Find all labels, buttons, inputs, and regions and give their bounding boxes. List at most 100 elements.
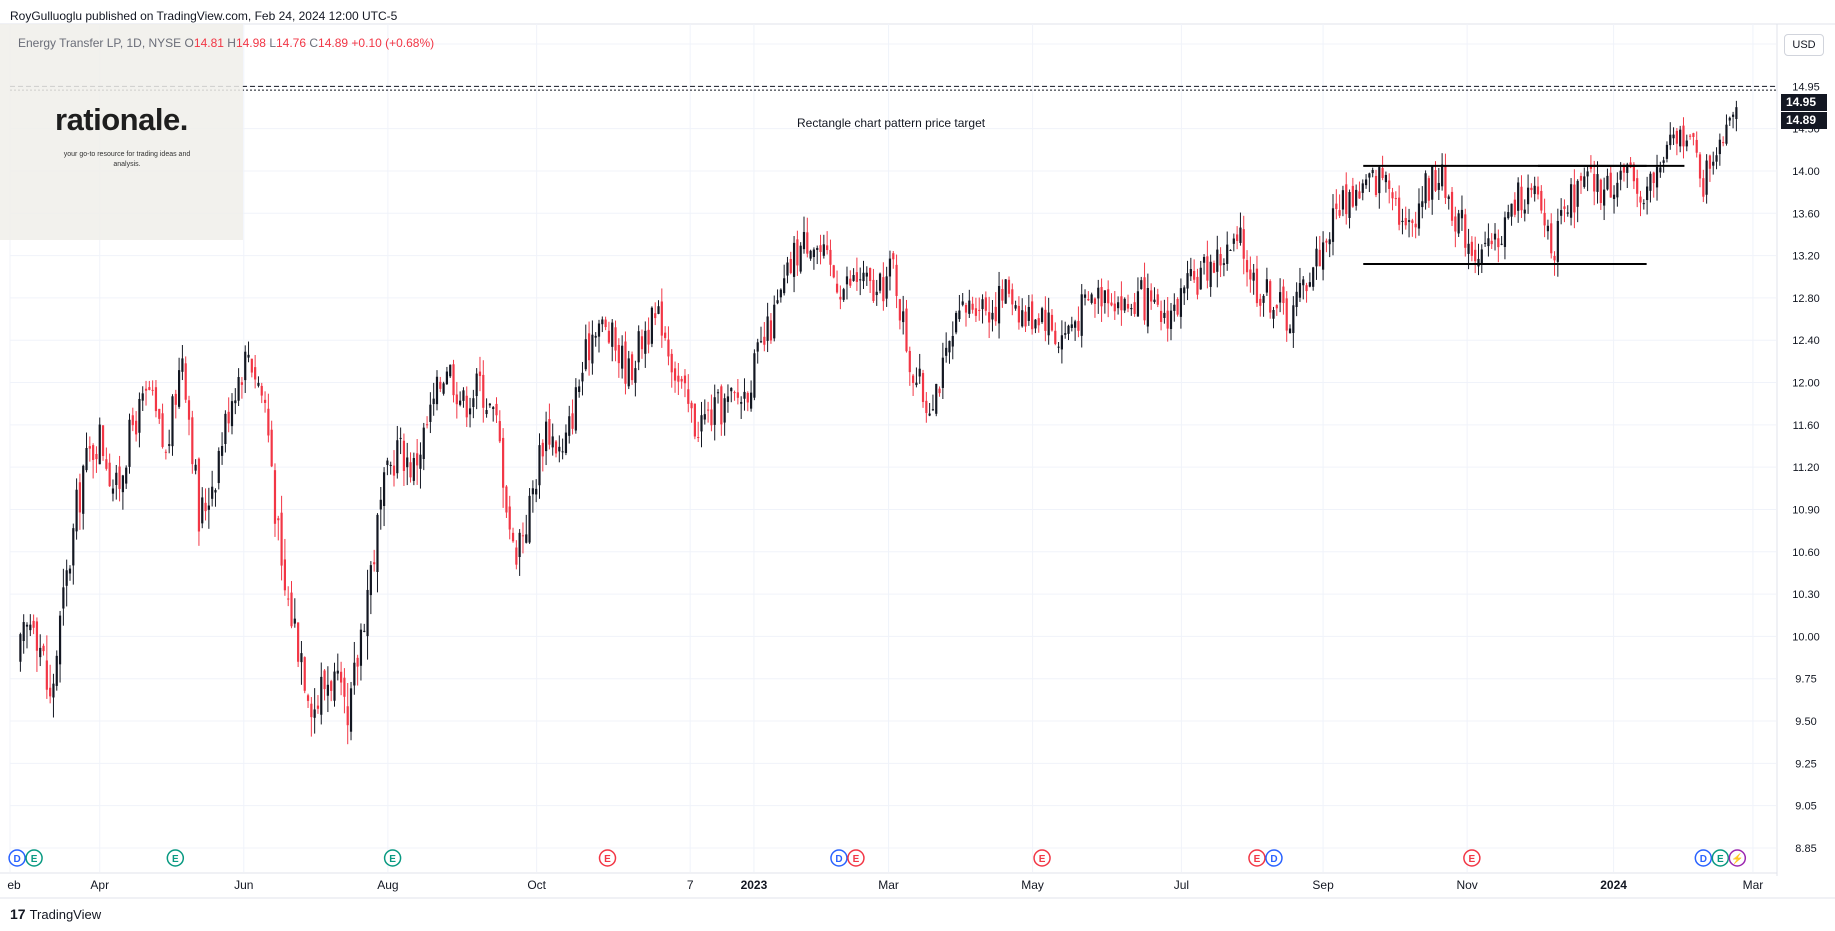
candle-body — [92, 445, 95, 460]
y-tick-label: 10.00 — [1792, 631, 1820, 643]
candle-body — [240, 382, 244, 385]
candle-body — [52, 683, 55, 698]
candle-body — [1437, 182, 1440, 190]
price-axis[interactable]: 15.5014.9514.5014.0013.6013.2012.8012.40… — [1792, 39, 1820, 855]
candle-body — [353, 662, 356, 686]
candle-body — [677, 375, 680, 382]
candle-body — [207, 505, 210, 510]
candle-body — [1315, 248, 1318, 267]
candle-body — [1457, 213, 1460, 234]
y-tick-label: 12.80 — [1792, 293, 1820, 305]
y-tick-label: 14.00 — [1792, 166, 1820, 178]
candle-body — [1226, 244, 1229, 264]
candle-body — [1308, 282, 1311, 287]
candle-body — [111, 488, 115, 494]
candle-body — [1374, 175, 1378, 196]
candle-body — [1569, 184, 1573, 218]
candle-body — [1044, 309, 1047, 331]
candle-body — [1513, 199, 1516, 215]
candle-body — [1083, 294, 1087, 298]
event-marker-label: E — [1469, 854, 1476, 865]
candle-body — [1120, 296, 1123, 311]
candle-body — [386, 460, 389, 465]
time-axis[interactable]: eb Apr Jun Aug Oct 7 2023 Mar May Jul Sep Nov 2024 Ma… — [7, 878, 1763, 892]
candle-body — [561, 451, 564, 453]
candle-body — [1669, 134, 1672, 146]
candle-body — [1467, 243, 1470, 254]
candle-body — [39, 647, 42, 658]
candle-body — [865, 272, 868, 277]
candle-body — [554, 441, 558, 454]
candle-body — [320, 676, 323, 715]
candle-body — [416, 453, 419, 466]
candle-body — [978, 309, 981, 311]
candle-body — [1675, 130, 1678, 144]
candle-body — [1609, 172, 1612, 198]
candle-body — [746, 392, 749, 403]
candle-body — [359, 629, 363, 666]
candle-body — [1586, 171, 1589, 177]
candle-body — [640, 336, 644, 350]
candle-body — [806, 232, 809, 254]
candle-body — [1245, 260, 1249, 273]
candle-body — [766, 316, 769, 341]
tradingview-branding[interactable]: 17 TradingView — [10, 906, 101, 922]
candle-body — [148, 387, 151, 390]
candle-body — [1054, 330, 1057, 344]
candle-body — [1424, 173, 1427, 204]
candle-body — [250, 358, 253, 373]
event-marker — [1265, 849, 1283, 867]
candle-body — [895, 264, 898, 296]
candle-body — [88, 446, 91, 449]
candle-body — [1450, 191, 1454, 221]
currency-selector[interactable]: USD — [1784, 34, 1824, 56]
candle-body — [1355, 189, 1358, 206]
candle-body — [1556, 220, 1559, 262]
candle-body — [1695, 139, 1698, 153]
candle-body — [587, 333, 591, 361]
event-marker-label: D — [1700, 854, 1707, 865]
candle-body — [1672, 134, 1675, 139]
candle-body — [1265, 279, 1268, 293]
candle-body — [108, 462, 111, 487]
candle-body — [1589, 166, 1593, 169]
candle-body — [1616, 182, 1619, 198]
candle-body — [1156, 294, 1159, 305]
candle-body — [306, 695, 310, 701]
candle-body — [670, 353, 673, 373]
candle-body — [1361, 183, 1364, 193]
event-marker — [1463, 849, 1481, 867]
candle-body — [1341, 190, 1345, 210]
candle-body — [1659, 167, 1662, 173]
x-tick-label: May — [1021, 878, 1044, 892]
candle-body — [964, 304, 968, 313]
candle-body — [1123, 298, 1126, 311]
candle-body — [1348, 192, 1351, 218]
candle-body — [363, 630, 366, 632]
candle-body — [1262, 295, 1265, 303]
y-tick-label: 9.25 — [1795, 758, 1816, 770]
candle-body — [379, 499, 382, 510]
candle-body — [826, 245, 829, 251]
close-label: C — [309, 36, 319, 50]
pattern-annotations — [10, 85, 1776, 266]
candle-body — [687, 389, 690, 404]
candle-body — [1236, 234, 1239, 241]
event-marker-label: E — [172, 854, 179, 865]
candle-body — [1143, 277, 1146, 321]
x-tick-label: 2024 — [1600, 878, 1627, 892]
candle-body — [1503, 217, 1507, 247]
candle-body — [22, 622, 25, 642]
candle-body — [1526, 187, 1530, 205]
candle-body — [991, 312, 994, 320]
candle-body — [832, 265, 835, 278]
candle-body — [505, 486, 508, 513]
candle-body — [941, 357, 944, 388]
candle-body — [1318, 249, 1321, 267]
open-value: 14.81 — [193, 36, 224, 50]
candle-body — [1067, 325, 1070, 334]
candle-body — [1292, 305, 1295, 334]
candle-body — [902, 311, 905, 323]
candle-body — [105, 459, 108, 469]
